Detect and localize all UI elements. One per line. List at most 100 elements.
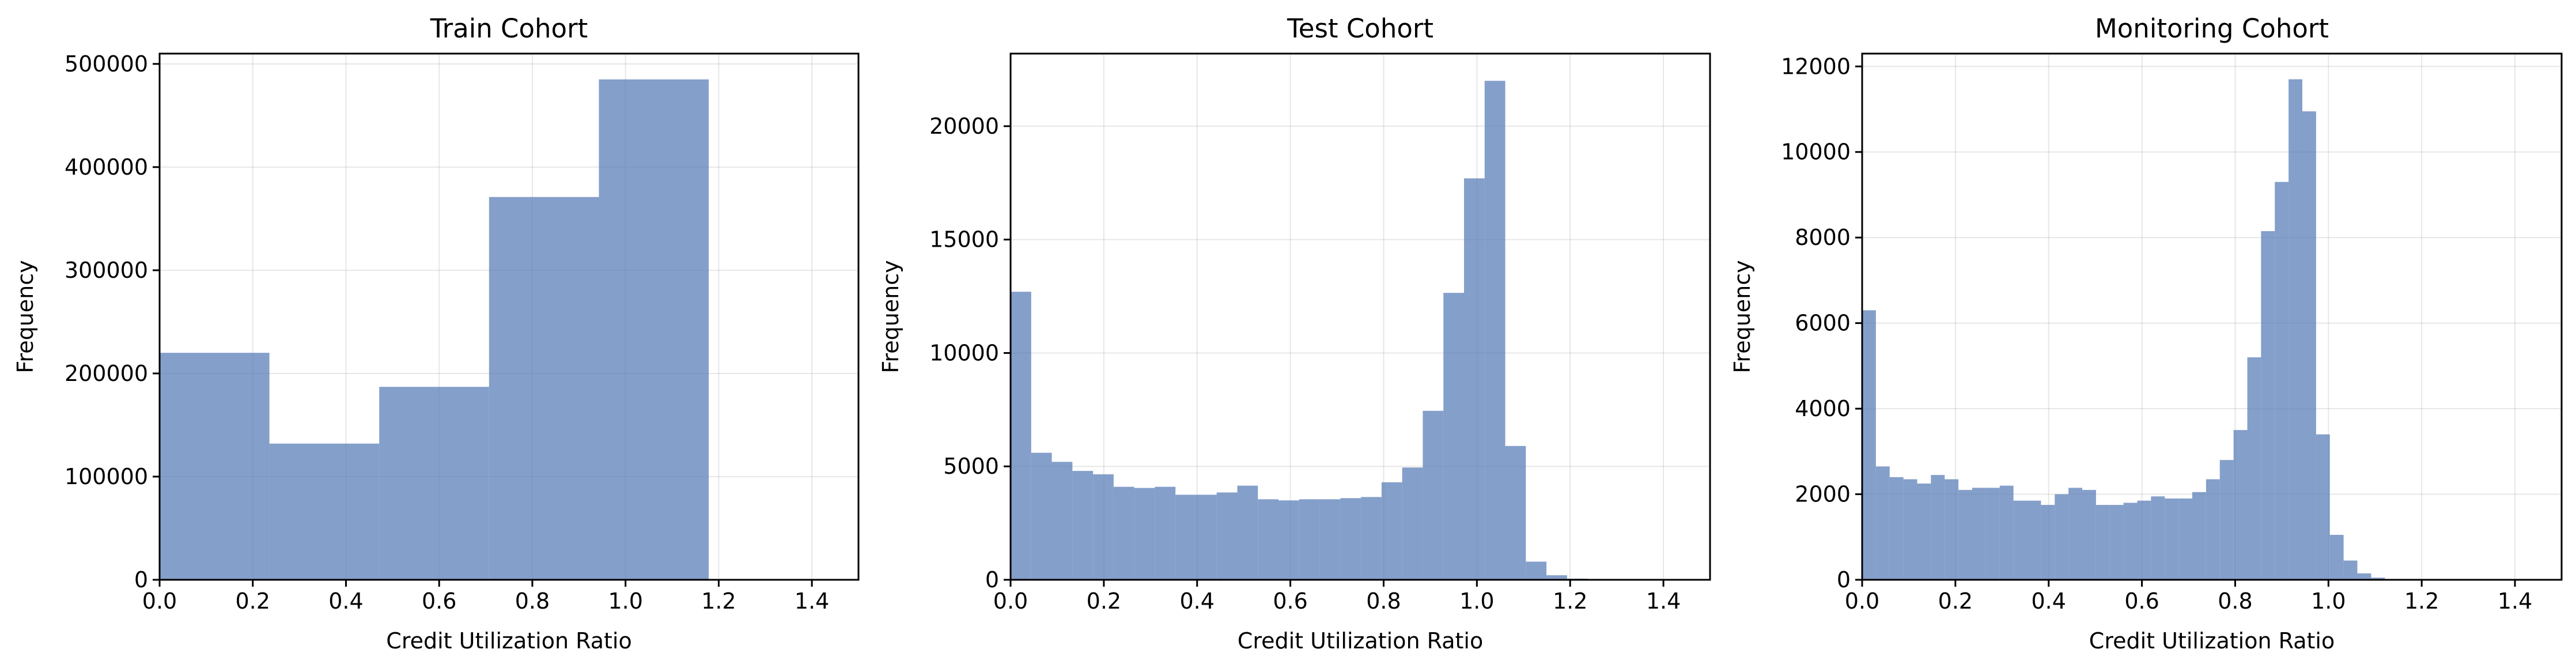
x-tick-label: 1.2 [701,588,736,614]
histogram-bar [2343,560,2358,580]
x-axis-label: Credit Utilization Ratio [1238,628,1483,654]
histogram-bars [1862,79,2385,580]
histogram-bar [2055,494,2069,580]
x-tick-label: 0.8 [2218,588,2252,614]
histogram-bar [1903,479,1917,580]
x-tick-label: 1.0 [2311,588,2346,614]
x-tick-label: 0.0 [1845,588,1879,614]
histogram-bars [1011,81,1588,580]
histogram-bar [1945,479,1959,580]
histogram-bar [1093,474,1114,580]
y-tick-label: 0 [985,567,999,592]
y-tick-label: 10000 [1781,139,1851,165]
histogram-bar [1484,81,1505,580]
histogram-bar [1196,494,1217,580]
histogram-bar [1985,488,2000,580]
y-axis-label: Frequency [13,260,38,373]
histogram-bar [1931,475,1945,580]
histogram-bar [2165,498,2179,580]
histogram-bar [489,197,599,580]
histogram-bar [379,387,489,580]
histogram-bar [2233,430,2248,580]
y-tick-label: 0 [134,567,148,592]
y-tick-label: 300000 [65,258,148,283]
histogram-bar [2137,500,2151,580]
x-tick-label: 1.4 [2498,588,2532,614]
histogram-bar [269,443,380,580]
y-tick-label: 6000 [1795,311,1851,336]
histogram-bar [2192,492,2206,580]
histogram-bar [1237,485,1258,580]
histogram-bar [1361,497,1382,580]
x-tick-label: 0.8 [1366,588,1401,614]
y-tick-label: 10000 [929,340,999,365]
y-tick-label: 8000 [1795,225,1851,250]
histogram-bar [1958,490,1973,580]
histogram-bar [1175,494,1196,580]
y-tick-label: 20000 [929,114,999,139]
x-tick-label: 0.2 [1938,588,1973,614]
y-tick-label: 5000 [943,454,999,479]
histogram-bar [1381,482,1402,580]
x-tick-label: 0.4 [1180,588,1215,614]
histogram-bar [1319,499,1341,580]
chart-title: Monitoring Cohort [2095,13,2329,44]
chart-panel-2: 0.0 0.2 0.4 0.6 0.8 1.0 1.2 1.4 0 5000 10000 15000 2… [878,13,1711,654]
histogram-bar [1862,310,1876,580]
x-tick-label: 1.0 [608,588,642,614]
y-tick-label: 4000 [1795,396,1851,421]
x-tick-label: 1.4 [795,588,829,614]
histogram-bar [2288,79,2303,580]
histogram-bar [2109,505,2124,580]
histogram-bar [1402,467,1423,580]
histogram-bar [1875,466,1890,580]
histogram-bar [1340,498,1361,580]
x-tick-label: 0.4 [328,588,363,614]
y-tick-label: 500000 [65,51,148,77]
histogram-bar [1299,499,1320,580]
histogram-bars [160,79,709,580]
histogram-bar [2027,500,2041,580]
y-tick-label: 400000 [65,154,148,180]
y-tick-label: 12000 [1781,54,1851,79]
histogram-bar [1278,500,1299,580]
x-tick-label: 1.2 [2404,588,2439,614]
chart-title: Train Cohort [430,13,588,44]
plot-frame [1009,52,1711,581]
x-tick-label: 1.0 [1459,588,1494,614]
x-tick-label: 0.4 [2032,588,2066,614]
histogram-bar [1917,483,1931,580]
histogram-bar [2371,577,2385,580]
histogram-bar [1443,293,1464,580]
histogram-bar [1011,292,1031,580]
histogram-bar [1031,452,1052,580]
histogram-bar [2178,498,2193,580]
plot-frame [1861,52,2563,581]
x-tick-label: 0.8 [515,588,550,614]
histogram-bar [2082,490,2096,580]
histogram-bar [1463,178,1485,580]
histogram-bar [1051,462,1073,580]
histogram-bar [2275,182,2289,580]
histogram-bar [1526,561,1547,580]
y-axis-label: Frequency [878,260,903,373]
histogram-bar [1972,488,1986,580]
x-tick-label: 1.2 [1553,588,1587,614]
histogram-bar [1423,410,1444,580]
x-tick-label: 0.6 [422,588,456,614]
histogram-bar [599,79,709,580]
histogram-bar [2041,505,2055,580]
x-tick-label: 0.0 [142,588,177,614]
histogram-bar [2247,357,2261,580]
chart-title: Test Cohort [1287,13,1433,44]
x-axis-label: Credit Utilization Ratio [386,628,631,654]
y-axis-label: Frequency [1730,260,1755,373]
x-tick-label: 0.2 [236,588,270,614]
histogram-bar [2013,500,2027,580]
histogram-bar [2219,460,2234,580]
histogram-bar [1505,446,1526,580]
histogram-bar [2068,488,2083,580]
x-tick-label: 0.2 [1087,588,1121,614]
histogram-bar [1134,488,1155,580]
